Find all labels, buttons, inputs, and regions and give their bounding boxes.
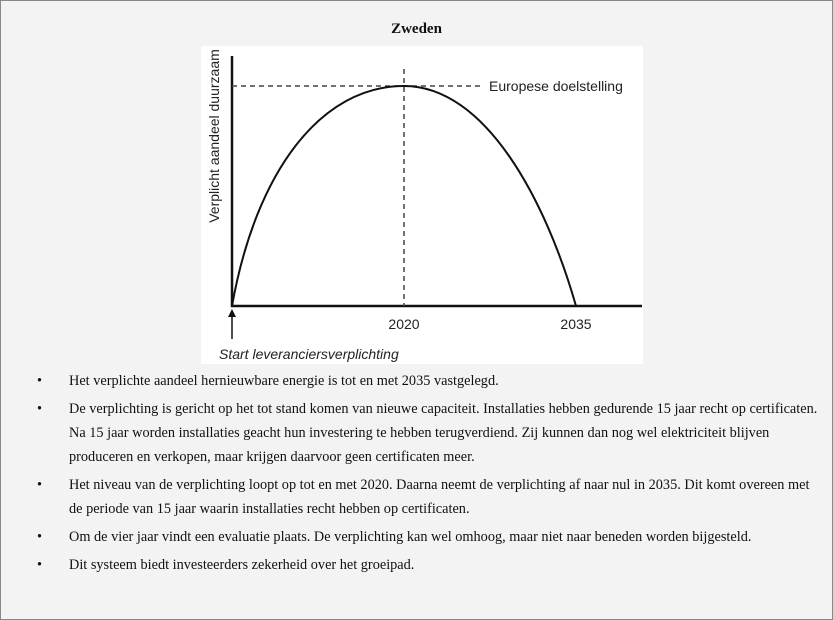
y-axis-label: Verplicht aandeel duurzaam [206, 49, 222, 223]
x-label: 2020 [388, 316, 419, 332]
start-arrowhead [228, 309, 236, 317]
figure: Europese doelstelling 2020 2035 Start le… [201, 46, 643, 364]
x-label: 2035 [560, 316, 591, 332]
bullet: Het verplichte aandeel hernieuwbare ener… [1, 369, 832, 393]
bullet: De verplichting is gericht op het tot st… [1, 397, 832, 469]
title: Zweden [391, 21, 442, 37]
figure-background [201, 46, 643, 364]
curve [231, 84, 577, 307]
target-label: Europese doelstelling [489, 78, 623, 94]
start-label: Start leveranciersverplichting [219, 346, 399, 362]
bullet: Dit systeem biedt investeerders zekerhei… [1, 553, 832, 577]
bullet: Het niveau van de verplichting loopt op … [1, 473, 832, 521]
bullet-list: Het verplichte aandeel hernieuwbare ener… [1, 369, 832, 581]
bullet: Om de vier jaar vindt een evaluatie plaa… [1, 525, 832, 549]
